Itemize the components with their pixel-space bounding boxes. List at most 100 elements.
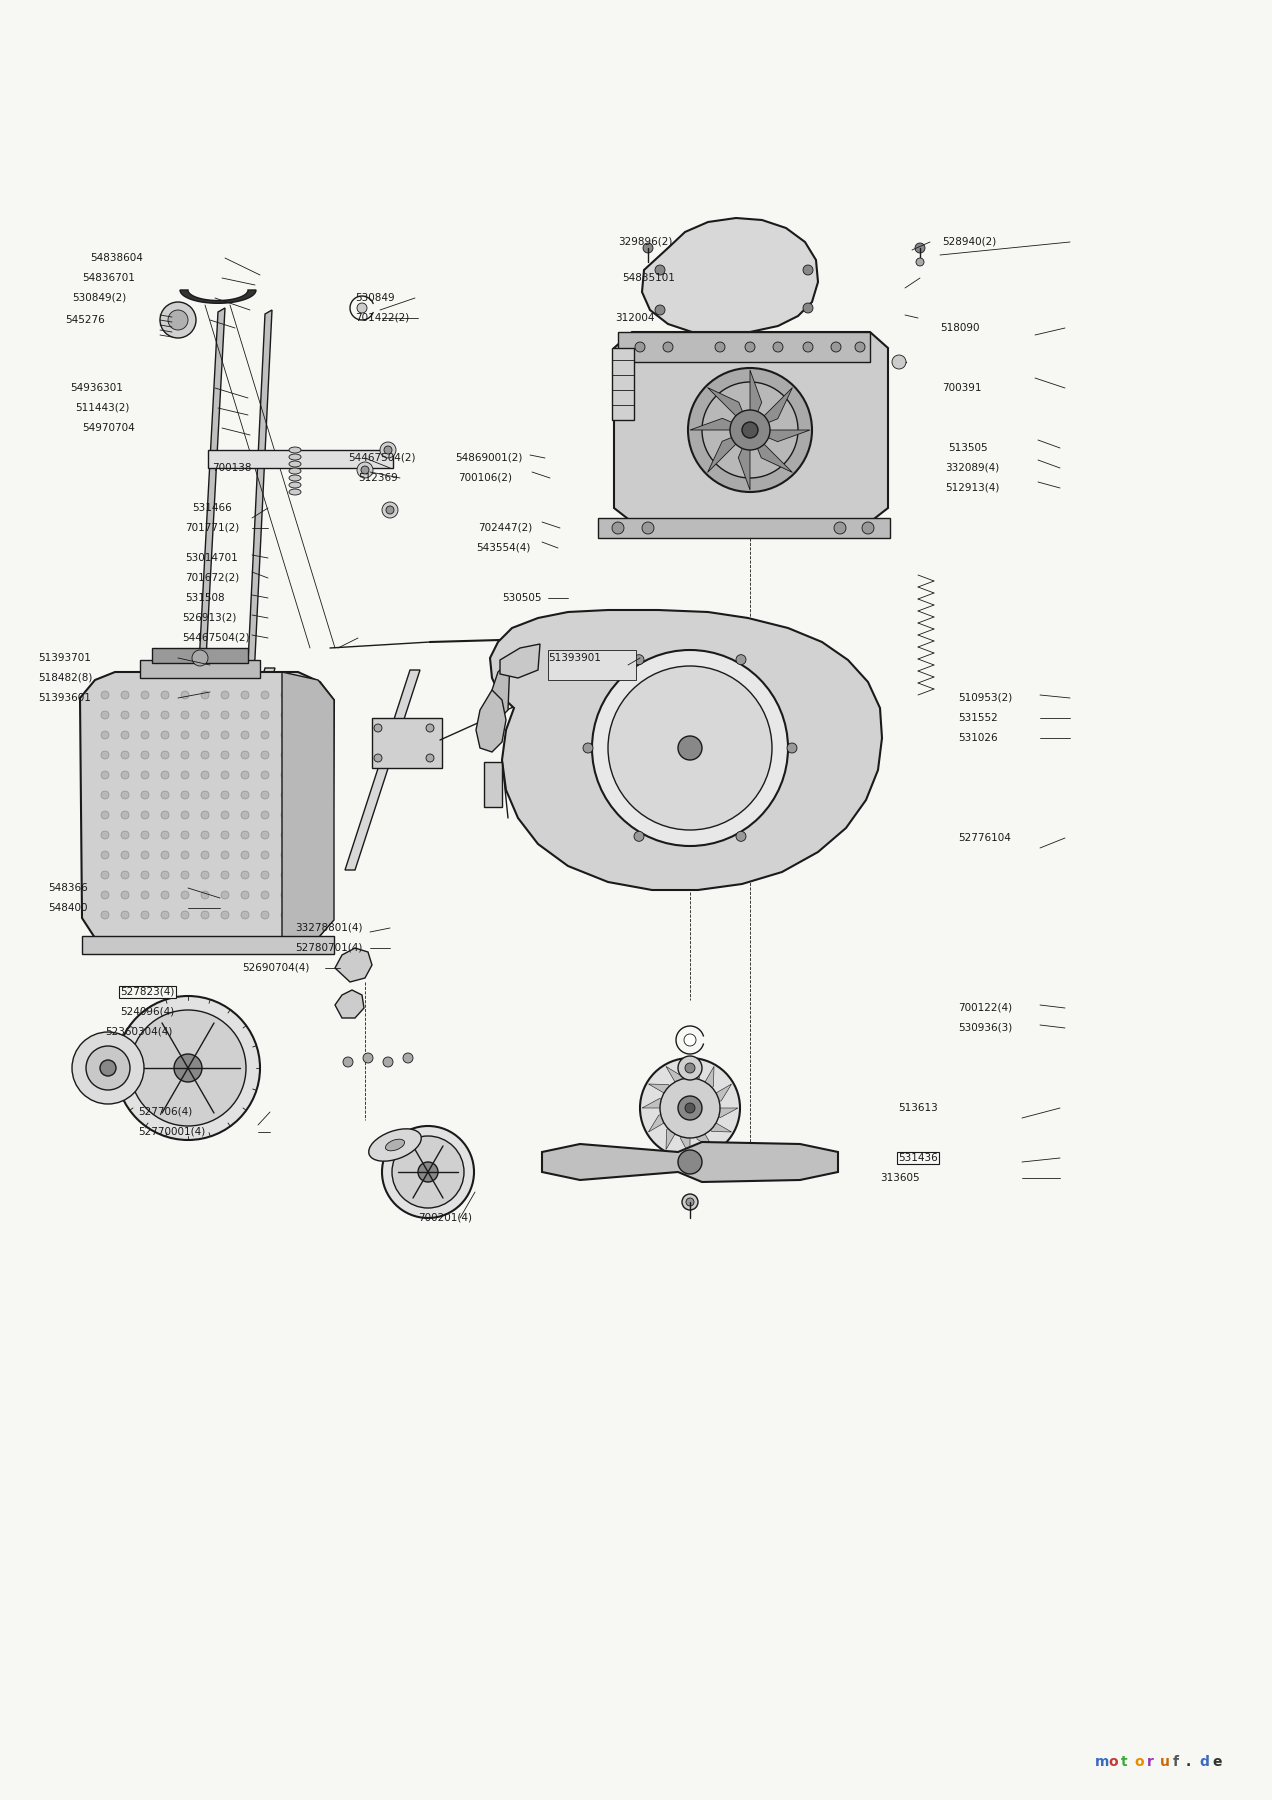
Circle shape — [100, 891, 109, 898]
Circle shape — [678, 736, 702, 760]
Polygon shape — [689, 1084, 731, 1109]
Circle shape — [736, 832, 745, 841]
Circle shape — [100, 751, 109, 760]
Circle shape — [141, 711, 149, 718]
Text: 512369: 512369 — [357, 473, 398, 482]
Circle shape — [181, 691, 190, 698]
Circle shape — [221, 751, 229, 760]
Circle shape — [281, 891, 289, 898]
Circle shape — [357, 463, 373, 479]
Polygon shape — [614, 331, 888, 522]
Circle shape — [301, 851, 309, 859]
Circle shape — [426, 754, 434, 761]
Circle shape — [301, 832, 309, 839]
Circle shape — [240, 731, 249, 740]
Text: t: t — [1121, 1755, 1127, 1769]
Circle shape — [221, 731, 229, 740]
Polygon shape — [649, 1084, 689, 1109]
Polygon shape — [542, 1141, 838, 1183]
Circle shape — [162, 871, 169, 878]
Circle shape — [141, 871, 149, 878]
Text: 52776104: 52776104 — [958, 833, 1011, 842]
Circle shape — [141, 812, 149, 819]
Circle shape — [374, 724, 382, 733]
Circle shape — [181, 751, 190, 760]
Polygon shape — [476, 689, 506, 752]
Circle shape — [686, 1103, 695, 1112]
Circle shape — [100, 1060, 116, 1076]
Circle shape — [660, 1078, 720, 1138]
Circle shape — [261, 790, 268, 799]
Circle shape — [162, 770, 169, 779]
Circle shape — [121, 770, 128, 779]
Bar — [618, 331, 870, 362]
Circle shape — [281, 812, 289, 819]
Circle shape — [686, 1064, 695, 1073]
Circle shape — [591, 650, 787, 846]
Circle shape — [201, 871, 209, 878]
Bar — [598, 518, 890, 538]
Text: 702447(2): 702447(2) — [478, 524, 532, 533]
Circle shape — [162, 751, 169, 760]
Circle shape — [221, 832, 229, 839]
Circle shape — [281, 790, 289, 799]
Circle shape — [192, 650, 209, 666]
Circle shape — [240, 851, 249, 859]
Circle shape — [862, 522, 874, 535]
Circle shape — [301, 790, 309, 799]
Circle shape — [633, 655, 644, 664]
Bar — [371, 718, 441, 769]
Circle shape — [162, 731, 169, 740]
Circle shape — [121, 691, 128, 698]
Circle shape — [162, 812, 169, 819]
Circle shape — [301, 711, 309, 718]
Circle shape — [141, 832, 149, 839]
Text: 531552: 531552 — [958, 713, 997, 724]
Circle shape — [221, 891, 229, 898]
Circle shape — [678, 1096, 702, 1120]
Circle shape — [181, 911, 190, 920]
Circle shape — [678, 1057, 702, 1080]
Text: 530849(2): 530849(2) — [73, 293, 126, 302]
Circle shape — [221, 911, 229, 920]
Ellipse shape — [289, 468, 301, 473]
Polygon shape — [667, 1109, 689, 1150]
Polygon shape — [209, 668, 275, 869]
Circle shape — [100, 812, 109, 819]
Polygon shape — [642, 1098, 689, 1109]
Polygon shape — [335, 949, 371, 983]
Circle shape — [221, 871, 229, 878]
Circle shape — [141, 751, 149, 760]
Circle shape — [803, 302, 813, 313]
Polygon shape — [750, 430, 810, 441]
Circle shape — [281, 691, 289, 698]
Text: 511443(2): 511443(2) — [75, 403, 130, 412]
Text: 513613: 513613 — [898, 1103, 937, 1112]
Circle shape — [261, 911, 268, 920]
Polygon shape — [282, 671, 335, 949]
Circle shape — [121, 911, 128, 920]
Circle shape — [201, 832, 209, 839]
Circle shape — [181, 790, 190, 799]
Circle shape — [240, 691, 249, 698]
Circle shape — [608, 666, 772, 830]
Text: 548400: 548400 — [48, 904, 88, 913]
Circle shape — [678, 1150, 702, 1174]
Text: 54869001(2): 54869001(2) — [455, 454, 523, 463]
Text: 54835101: 54835101 — [622, 274, 675, 283]
Circle shape — [181, 770, 190, 779]
Text: 51393901: 51393901 — [548, 653, 600, 662]
Polygon shape — [181, 290, 256, 302]
Circle shape — [121, 790, 128, 799]
Bar — [81, 936, 335, 954]
Circle shape — [644, 243, 653, 254]
Circle shape — [831, 342, 841, 353]
Circle shape — [803, 342, 813, 353]
Circle shape — [141, 851, 149, 859]
Text: 512913(4): 512913(4) — [945, 482, 1000, 493]
Circle shape — [787, 743, 798, 752]
Circle shape — [635, 342, 645, 353]
Circle shape — [301, 812, 309, 819]
Circle shape — [162, 891, 169, 898]
Circle shape — [343, 1057, 354, 1067]
